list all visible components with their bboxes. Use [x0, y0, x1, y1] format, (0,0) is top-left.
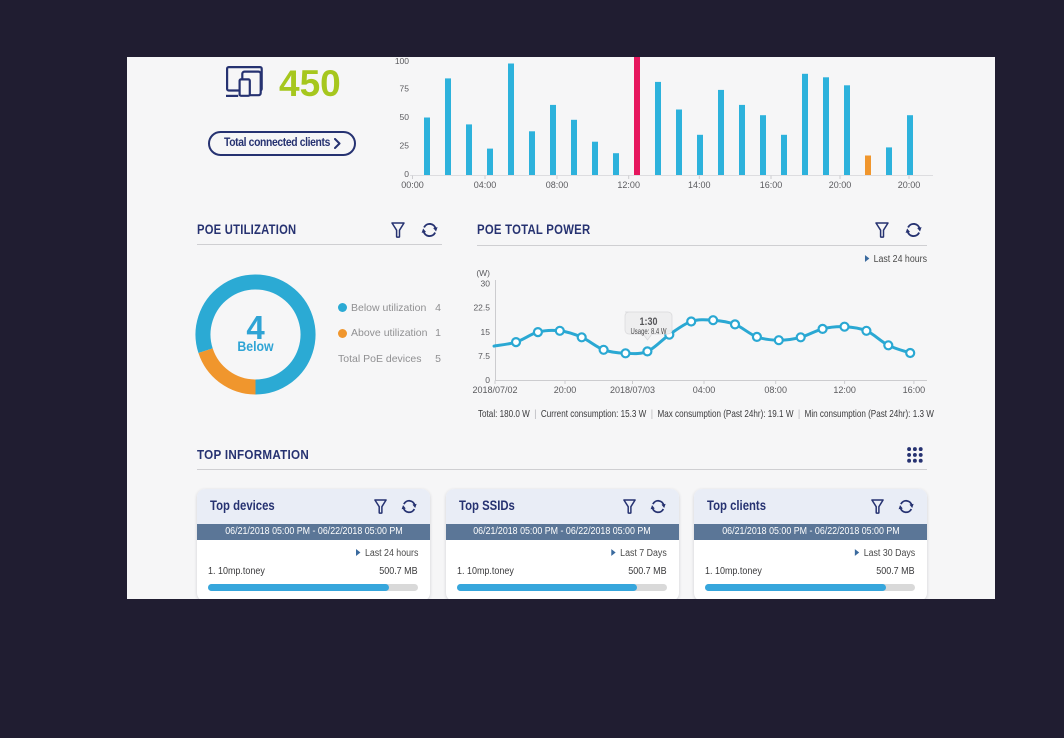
svg-text:16:00: 16:00 — [903, 385, 926, 395]
svg-text:100: 100 — [395, 57, 409, 66]
svg-text:30: 30 — [481, 279, 491, 289]
svg-text:15: 15 — [481, 327, 491, 337]
svg-text:08:00: 08:00 — [764, 385, 787, 395]
svg-text:12:00: 12:00 — [617, 180, 640, 190]
svg-text:7.5: 7.5 — [478, 351, 490, 361]
svg-text:0: 0 — [404, 169, 409, 179]
svg-text:04:00: 04:00 — [474, 180, 497, 190]
svg-text:12:00: 12:00 — [833, 385, 856, 395]
svg-text:Usage: 8.4 W: Usage: 8.4 W — [631, 326, 667, 336]
svg-text:00:00: 00:00 — [401, 180, 424, 190]
svg-text:2018/07/03: 2018/07/03 — [610, 385, 655, 395]
svg-text:20:00: 20:00 — [829, 180, 852, 190]
svg-text:(W): (W) — [476, 268, 490, 278]
svg-text:20:00: 20:00 — [898, 180, 921, 190]
svg-text:14:00: 14:00 — [688, 180, 711, 190]
svg-text:25: 25 — [400, 141, 410, 151]
svg-text:1:30: 1:30 — [640, 316, 658, 328]
svg-text:16:00: 16:00 — [760, 180, 783, 190]
svg-text:50: 50 — [400, 112, 410, 122]
svg-text:08:00: 08:00 — [546, 180, 569, 190]
svg-text:22.5: 22.5 — [473, 303, 490, 313]
svg-text:2018/07/02: 2018/07/02 — [472, 385, 517, 395]
svg-text:0: 0 — [485, 375, 490, 385]
svg-text:04:00: 04:00 — [693, 385, 716, 395]
svg-text:20:00: 20:00 — [554, 385, 577, 395]
svg-text:75: 75 — [400, 84, 410, 94]
